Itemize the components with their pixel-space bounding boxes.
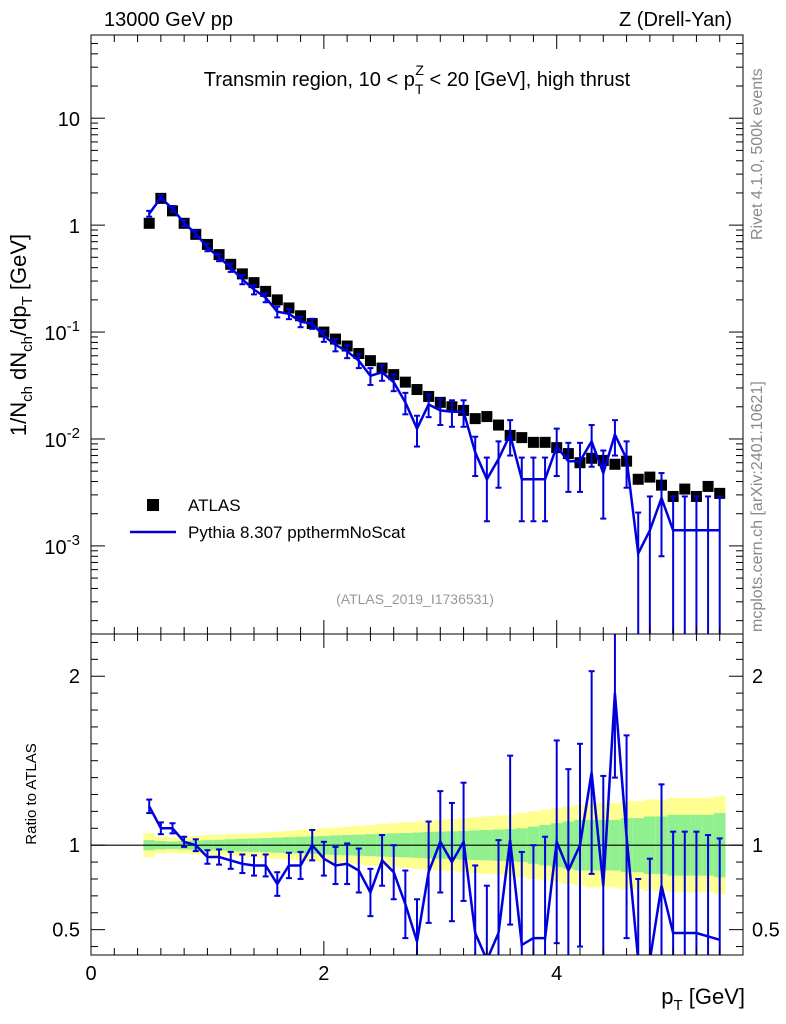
main-panel: 10-3 10-2 10-1 1 10 Transmin region, 10 < pT… — [6, 34, 744, 635]
legend-mc-label: Pythia 8.307 ppthermNoScat — [188, 523, 406, 542]
header-right: Z (Drell-Yan) — [619, 9, 732, 31]
atlas-marker — [271, 294, 283, 306]
analysis-id: (ATLAS_2019_I1736531) — [336, 591, 494, 607]
atlas-marker — [493, 419, 504, 431]
xtick-label: 2 — [318, 963, 329, 985]
ratio-mc-line — [148, 692, 721, 955]
atlas-marker — [469, 413, 481, 425]
rivet-label: Rivet 4.1.0, 500k events — [749, 68, 766, 240]
atlas-marker — [411, 384, 423, 396]
atlas-marker — [260, 285, 272, 297]
main-ytick-label: 10-3 — [44, 532, 80, 559]
atlas-marker — [399, 376, 411, 388]
ratio-ytick-label-right: 2 — [752, 666, 763, 688]
ratio-ytick-label-right: 1 — [752, 835, 763, 857]
ratio-ytick-label: 2 — [69, 666, 80, 688]
atlas-marker — [679, 483, 691, 495]
main-ylabel: 1/Nch dNch/dpT [GeV] — [6, 234, 36, 436]
atlas-marker — [516, 432, 528, 444]
atlas-marker — [481, 411, 493, 423]
main-ytick-label: 10 — [58, 109, 80, 131]
xtick-label: 4 — [551, 963, 562, 985]
main-frame — [90, 34, 744, 635]
legend-atlas-marker — [147, 499, 159, 511]
header-left: 13000 GeV pp — [104, 9, 233, 31]
xtick-label: 0 — [85, 963, 96, 985]
atlas-marker — [714, 487, 726, 499]
atlas-marker — [236, 268, 248, 280]
ratio-ytick-label-right: 0.5 — [752, 920, 780, 942]
atlas-marker — [644, 471, 656, 483]
atlas-marker — [527, 436, 539, 448]
mc-line — [148, 195, 720, 558]
ratio-ytick-label: 1 — [69, 835, 80, 857]
ratio-ylabel: Ratio to ATLAS — [23, 743, 40, 844]
atlas-marker — [609, 458, 621, 470]
main-ytick-label: 10-2 — [44, 425, 80, 452]
atlas-marker — [248, 277, 260, 289]
atlas-marker — [632, 473, 644, 485]
legend: ATLAS Pythia 8.307 ppthermNoScat — [130, 496, 406, 542]
main-title: Transmin region, 10 < pTZ < 20 [GeV], hi… — [204, 62, 631, 97]
main-ytick-label: 10-1 — [44, 318, 80, 345]
legend-atlas-label: ATLAS — [188, 496, 241, 515]
atlas-marker — [143, 217, 155, 229]
ratio-ytick-label: 0.5 — [52, 920, 80, 942]
atlas-marker — [364, 355, 376, 367]
atlas-marker — [283, 302, 295, 314]
ratio-panel: 0 2 4 0.5 0.5 1 1 2 2 Ratio to ATLAS pT [GeV] — [23, 633, 780, 1014]
main-ytick-label: 1 — [69, 216, 80, 238]
mcplots-label: mcplots.cern.ch [arXiv:2401.10621] — [749, 381, 766, 632]
atlas-marker — [539, 436, 551, 448]
atlas-marker — [702, 480, 714, 492]
xlabel: pT [GeV] — [661, 984, 745, 1014]
